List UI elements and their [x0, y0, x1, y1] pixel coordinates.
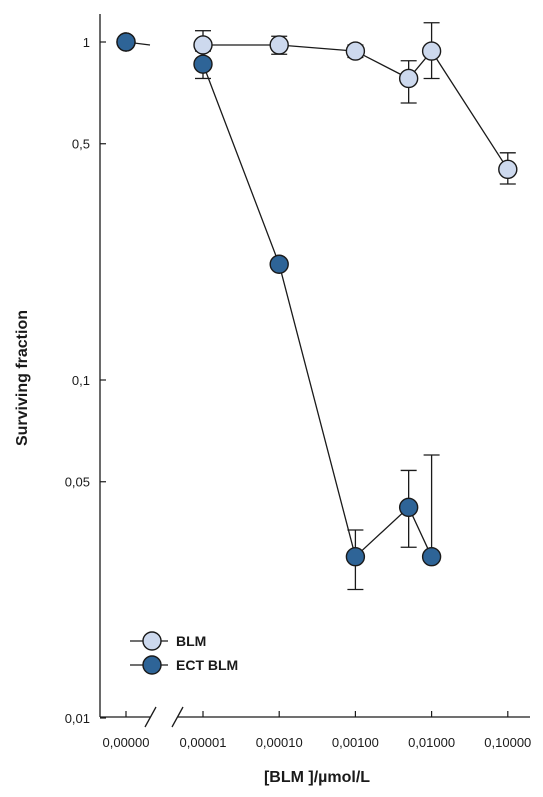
data-point [398, 68, 419, 89]
x-tick-label: 0,00001 [180, 735, 227, 750]
y-tick-label: 0,05 [65, 475, 90, 490]
data-point [269, 254, 289, 274]
x-tick-label: 0,01000 [408, 735, 455, 750]
data-point [269, 35, 289, 55]
data-point [193, 35, 213, 55]
x-axis-break-mark [171, 706, 184, 728]
y-tick-label: 0,1 [72, 373, 90, 388]
y-tick-label: 1 [83, 35, 90, 50]
legend-label: BLM [176, 633, 206, 649]
y-axis-title: Surviving fraction [14, 310, 31, 446]
series-line [203, 44, 509, 170]
data-point [345, 547, 366, 567]
x-axis-title: [BLM ]/µmol/L [264, 769, 370, 786]
data-point [498, 159, 518, 180]
data-point [116, 32, 136, 52]
y-tick-label: 0,01 [65, 711, 90, 726]
axes [99, 14, 530, 728]
x-tick-label: 0,00100 [332, 735, 379, 750]
data-points [116, 32, 518, 567]
legend: BLM ECT BLM [130, 631, 238, 675]
legend-label: ECT BLM [176, 657, 238, 673]
y-tick-label: 0,5 [72, 137, 90, 152]
tick-labels: 0,01 0,05 0,1 0,5 1 0,00000 0,00001 0,00010 0,00… [65, 35, 532, 750]
data-point [421, 547, 442, 567]
data-point [421, 41, 442, 61]
x-tick-label: 0,00010 [256, 735, 303, 750]
data-point [345, 41, 366, 61]
series-lines [125, 41, 509, 558]
x-tick-label: 0,10000 [484, 735, 531, 750]
x-axis-break-mark [144, 706, 157, 728]
data-point [193, 54, 213, 74]
x-tick-label: 0,00000 [103, 735, 150, 750]
series-line [202, 63, 433, 558]
data-point [398, 497, 419, 518]
legend-marker [142, 631, 162, 651]
legend-marker [142, 655, 162, 675]
